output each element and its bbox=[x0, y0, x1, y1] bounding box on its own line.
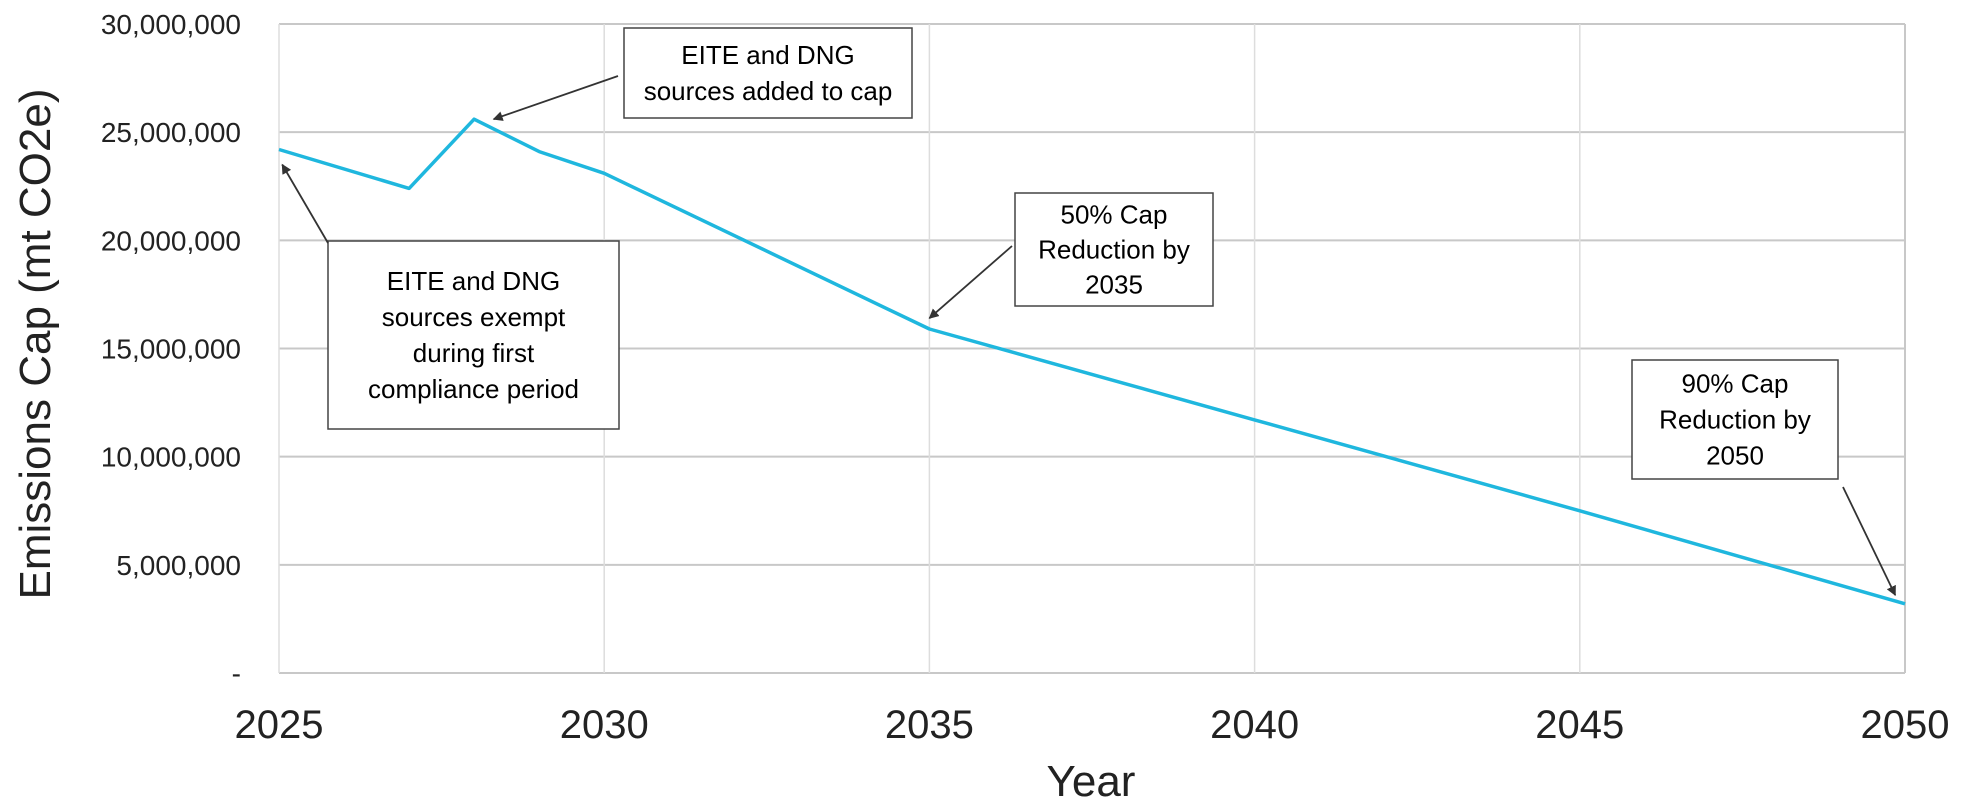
annotation-text: EITE and DNG bbox=[681, 40, 854, 70]
annotation-text: 50% Cap bbox=[1061, 200, 1168, 230]
annotation-text: during first bbox=[413, 338, 535, 368]
y-axis-title: Emissions Cap (mt CO2e) bbox=[11, 88, 60, 599]
y-tick-label: 30,000,000 bbox=[101, 9, 241, 40]
annotation-text: sources added to cap bbox=[644, 76, 893, 106]
annotation-text: Reduction by bbox=[1038, 235, 1190, 265]
y-tick-label: 5,000,000 bbox=[116, 550, 241, 581]
x-tick-label: 2030 bbox=[560, 703, 649, 747]
x-axis-title: Year bbox=[1047, 757, 1136, 806]
y-tick-label: 15,000,000 bbox=[101, 334, 241, 365]
y-tick-label: - bbox=[232, 658, 241, 689]
annotation-callout: EITE and DNG sources exempt during first co… bbox=[282, 165, 619, 429]
annotations: EITE and DNG sources exempt during first co… bbox=[282, 28, 1895, 595]
x-axis-ticks: 2025 2030 2035 2040 2045 2050 bbox=[235, 703, 1950, 747]
annotation-arrow bbox=[494, 76, 618, 119]
annotation-text: compliance period bbox=[368, 374, 579, 404]
annotation-callout: 50% Cap Reduction by 2035 bbox=[929, 193, 1213, 318]
y-tick-label: 20,000,000 bbox=[101, 225, 241, 256]
x-tick-label: 2035 bbox=[885, 703, 974, 747]
annotation-text: sources exempt bbox=[382, 302, 566, 332]
annotation-text: 2050 bbox=[1706, 441, 1764, 471]
annotation-arrow bbox=[1843, 487, 1895, 595]
annotation-arrow bbox=[929, 246, 1012, 318]
y-axis-ticks: - 5,000,000 10,000,000 15,000,000 20,000,000… bbox=[101, 9, 241, 689]
annotation-text: Reduction by bbox=[1659, 405, 1811, 435]
x-tick-label: 2025 bbox=[235, 703, 324, 747]
annotation-callout: EITE and DNG sources added to cap bbox=[494, 28, 912, 119]
annotation-text: 90% Cap bbox=[1682, 369, 1789, 399]
annotation-text: 2035 bbox=[1085, 270, 1143, 300]
x-tick-label: 2045 bbox=[1535, 703, 1624, 747]
annotation-text: EITE and DNG bbox=[387, 266, 560, 296]
y-tick-label: 10,000,000 bbox=[101, 442, 241, 473]
annotation-callout: 90% Cap Reduction by 2050 bbox=[1632, 360, 1895, 595]
y-tick-label: 25,000,000 bbox=[101, 117, 241, 148]
x-tick-label: 2040 bbox=[1210, 703, 1299, 747]
annotation-arrow bbox=[282, 165, 328, 243]
x-tick-label: 2050 bbox=[1861, 703, 1950, 747]
